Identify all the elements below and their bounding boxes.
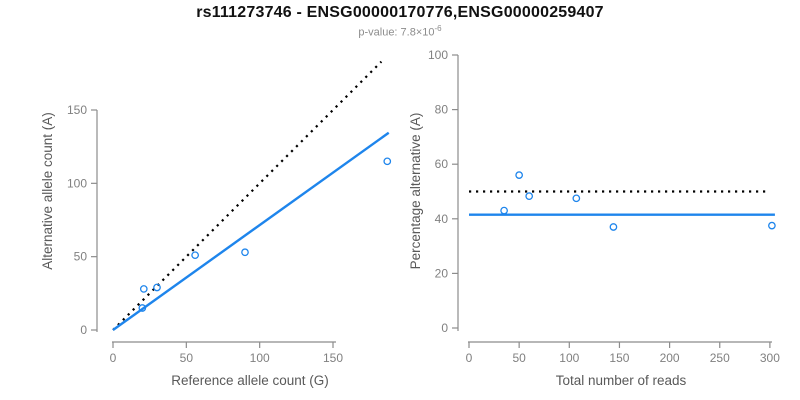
data-point: [383, 157, 392, 166]
data-point: [138, 304, 147, 312]
scatter-panel-left: 0 50 100 150 0 50 100 150 Reference allele count…: [40, 60, 392, 388]
data-point: [525, 192, 534, 200]
fitted-line: [112, 131, 390, 331]
y-axis-title: Alternative allele count (A): [40, 112, 55, 270]
y-tick-label: 150: [67, 103, 87, 117]
y-tick-label: 0: [80, 323, 87, 337]
x-tick-label: 50: [180, 351, 194, 365]
data-point: [609, 223, 618, 231]
y-tick-label: 50: [74, 250, 88, 264]
x-tick-label: 100: [559, 351, 579, 365]
y-tick-label: 60: [435, 157, 449, 171]
x-tick-label: 0: [466, 351, 473, 365]
figure-title: rs111273746 - ENSG00000170776,ENSG000002…: [196, 4, 604, 21]
identity-line: [112, 60, 383, 331]
x-tick-label: 250: [710, 351, 730, 365]
x-tick-label: 100: [250, 351, 270, 365]
data-point: [191, 251, 199, 260]
x-axis-title: Reference allele count (G): [171, 373, 329, 388]
data-point: [768, 221, 776, 230]
y-tick-label: 80: [435, 103, 449, 117]
data-point: [241, 248, 249, 257]
y-tick-label: 40: [435, 212, 449, 226]
data-point: [139, 285, 148, 293]
data-point: [572, 194, 581, 203]
x-tick-label: 300: [760, 351, 780, 365]
data-point: [515, 171, 524, 179]
x-tick-label: 150: [609, 351, 629, 365]
x-tick-label: 150: [323, 351, 343, 365]
scatter-panel-right: 0 50 100 150 200 250 300 0 20 40 60 80 100 Total numb…: [408, 48, 780, 388]
x-tick-label: 50: [512, 351, 526, 365]
y-axis-title: Percentage alternative (A): [408, 113, 423, 270]
y-tick-label: 100: [428, 48, 448, 62]
figure-subtitle: p-value: 7.8×10-6: [0, 24, 800, 39]
data-point: [500, 206, 508, 215]
p-value-exponent: -6: [434, 24, 442, 33]
data-point: [153, 283, 161, 292]
p-value-text: p-value: 7.8×10: [358, 26, 435, 39]
y-tick-label: 20: [435, 266, 449, 280]
x-tick-label: 200: [660, 351, 680, 365]
x-axis-title: Total number of reads: [556, 373, 687, 388]
y-tick-label: 0: [441, 321, 448, 335]
x-tick-label: 0: [110, 351, 117, 365]
y-tick-label: 100: [67, 176, 87, 190]
